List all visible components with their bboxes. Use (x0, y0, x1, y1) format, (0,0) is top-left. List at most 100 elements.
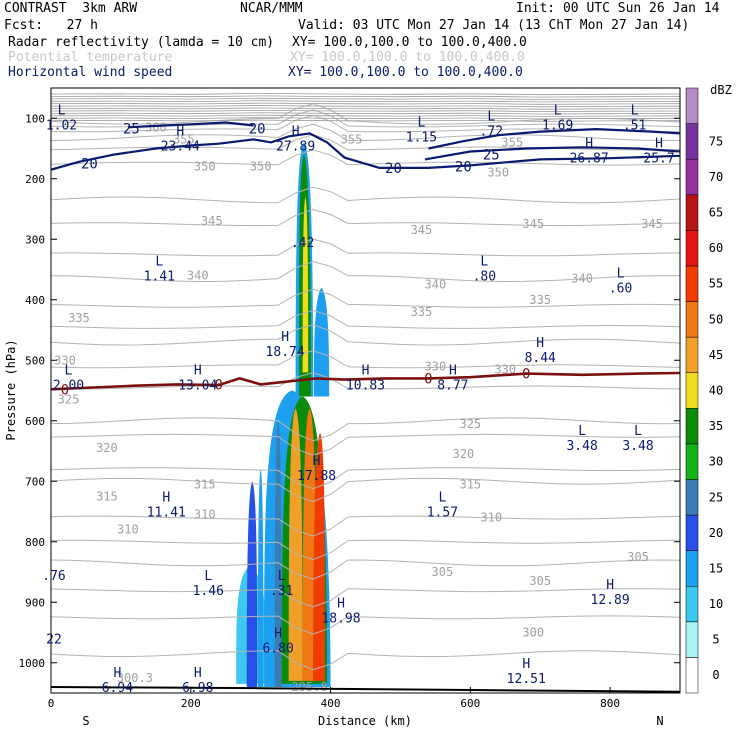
theta-top-line-5 (51, 105, 680, 108)
surface-line (51, 686, 680, 693)
theta-top-line-6 (51, 107, 680, 110)
colorbar-label-1: 5 (712, 633, 719, 647)
colorbar-label-4: 20 (709, 526, 723, 540)
y-tick-label-0: 100 (25, 112, 45, 125)
colorbar-label-9: 45 (709, 348, 723, 362)
theta-line-22 (51, 588, 680, 608)
y-tick-label-3: 400 (25, 294, 45, 307)
extremum-kind-26: L (278, 569, 286, 584)
theta-label-4: 350 (194, 160, 216, 174)
extremum-value-21: 17.88 (297, 469, 336, 484)
extremum-kind-22: H (162, 490, 170, 505)
colorbar-swatch-0 (685, 657, 699, 694)
model-title: CONTRAST 3km ARW (4, 1, 138, 16)
theta-label-25: 315 (194, 477, 216, 491)
colorbar-label-0: 0 (712, 668, 719, 682)
y-tick-label-6: 700 (25, 475, 45, 488)
theta-label-27: 310 (117, 523, 139, 537)
colorbar-swatch-11 (685, 265, 699, 302)
colorbar-swatch-6 (685, 443, 699, 480)
theta-top-line-2 (51, 97, 680, 100)
extremum-kind-15: L (65, 363, 73, 378)
forecast-hour: Fcst: 27 h (4, 18, 98, 33)
extremum-kind-3: L (417, 115, 425, 130)
colorbar-swatch-10 (685, 301, 699, 338)
colorbar-label-8: 40 (709, 384, 723, 398)
theta-label-16: 335 (529, 293, 551, 307)
y-tick-label-8: 900 (25, 596, 45, 609)
theta-label-8: 345 (411, 223, 433, 237)
wind-label-1: 20 (249, 122, 266, 138)
colorbar-swatch-5 (685, 479, 699, 516)
extremum-kind-19: L (578, 424, 586, 439)
field-wind-name: Horizontal wind speed (8, 65, 173, 80)
theta-label-0: 360 (145, 120, 167, 134)
colorbar-label-5: 25 (709, 490, 723, 504)
colorbar-swatch-9 (685, 336, 699, 373)
valid-time: Valid: 03 UTC Mon 27 Jan 14 (13 ChT Mon … (298, 18, 690, 33)
extremum-value-17: 10.83 (346, 378, 385, 393)
y-axis-label: Pressure (hPa) (4, 339, 18, 440)
theta-line-6 (51, 186, 680, 204)
theta-label-20: 325 (58, 393, 80, 407)
extremum-kind-14: H (536, 336, 544, 351)
theta-label-34: 300.3 (117, 671, 153, 685)
theta-line-19 (51, 515, 680, 537)
colorbar-label-3: 15 (709, 561, 723, 575)
extremum-kind-4: L (487, 109, 495, 124)
theta-label-11: 340 (187, 269, 209, 283)
theta-label-9: 345 (522, 217, 544, 231)
theta-label-31: 305 (529, 574, 551, 588)
extremum-value-4: .72 (480, 124, 503, 139)
theta-line-15 (51, 417, 680, 442)
reflectivity-cell-7 (302, 408, 317, 681)
field-reflectivity-xy: XY= 100.0,100.0 to 100.0,400.0 (292, 35, 527, 50)
field-theta-name: Potential temperature (8, 50, 173, 65)
colorbar-swatch-7 (685, 408, 699, 445)
colorbar-label-6: 30 (709, 455, 723, 469)
theta-line-13 (51, 350, 680, 369)
extremum-value-12: .60 (609, 282, 632, 297)
wind-label-2: 20 (81, 157, 98, 173)
theta-label-33: 300 (522, 626, 544, 640)
colorbar-label-7: 35 (709, 419, 723, 433)
theta-label-18: 330 (425, 359, 447, 373)
extremum-value-14: 8.44 (525, 351, 556, 366)
theta-label-26: 315 (459, 477, 481, 491)
extremum-kind-18: H (449, 363, 457, 378)
colorbar-swatch-16 (685, 87, 699, 124)
field-reflectivity-name: Radar reflectivity (lamda = 10 cm) (8, 35, 275, 50)
theta-label-3: 355 (501, 135, 523, 149)
extremum-value-30: 6.80 (262, 642, 293, 657)
colorbar-swatch-14 (685, 158, 699, 196)
theta-line-16 (51, 433, 680, 456)
theta-label-28: 310 (194, 508, 216, 522)
theta-line-10 (51, 288, 680, 308)
extremum-value-31: 12.51 (507, 672, 546, 687)
theta-line-18 (51, 477, 680, 503)
x-tick-label-4: 800 (600, 697, 620, 710)
theta-top-line-3 (51, 100, 680, 103)
theta-line-9 (51, 261, 680, 283)
extremum-value-32: 6.94 (102, 681, 133, 696)
x-end-label-left: S (82, 714, 89, 728)
colorbar-swatch-4 (685, 514, 699, 551)
extremum-kind-10: L (155, 255, 163, 270)
theta-line-21 (51, 559, 680, 580)
theta-label-30: 305 (432, 565, 454, 579)
colorbar-swatch-15 (685, 123, 699, 160)
y-tick-label-1: 200 (25, 173, 45, 186)
colorbar-swatch-2 (685, 585, 699, 623)
theta-line-24 (51, 650, 680, 671)
theta-top-line-8 (51, 112, 680, 115)
y-tick-label-9: 1000 (19, 657, 46, 670)
extremum-value-25: 1.46 (193, 584, 224, 599)
extremum-kind-8: H (655, 137, 663, 152)
x-tick-label-1: 200 (181, 697, 201, 710)
extremum-kind-5: L (554, 103, 562, 118)
theta-label-6: 350 (487, 166, 509, 180)
plot-frame (50, 87, 681, 694)
theta-label-7: 345 (201, 214, 223, 228)
